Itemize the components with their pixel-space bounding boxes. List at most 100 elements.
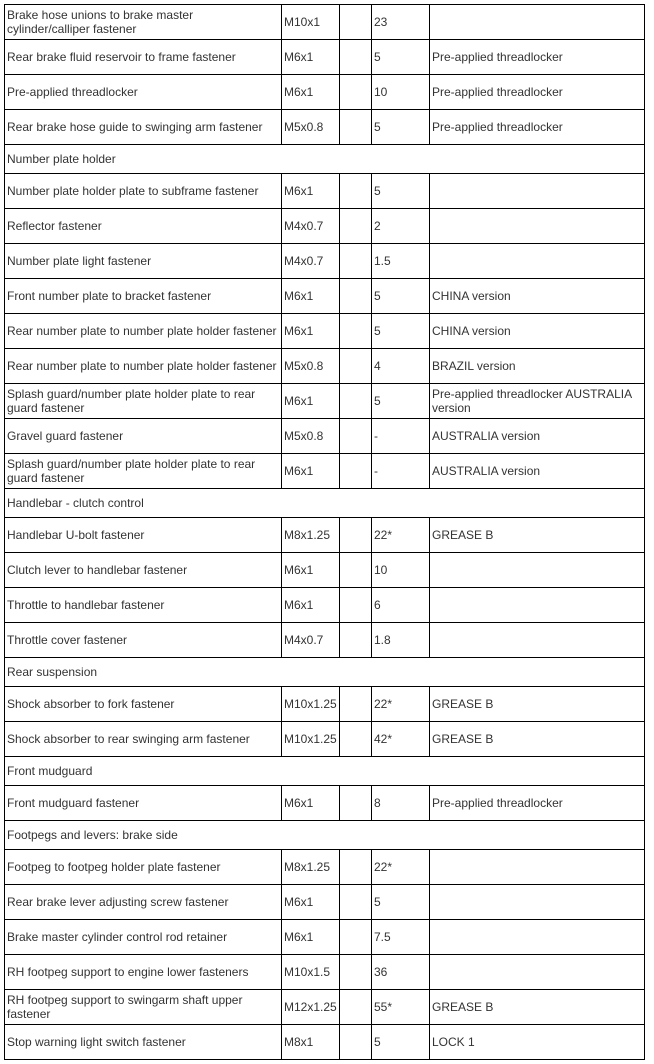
torque-spec-table: Brake hose unions to brake master cylind…: [4, 4, 645, 1060]
notes: GREASE B: [430, 990, 645, 1025]
notes: LOCK 1: [430, 1025, 645, 1060]
qty: [340, 349, 372, 384]
thread-size: M6x1: [282, 75, 340, 110]
qty: [340, 1025, 372, 1060]
notes: [430, 955, 645, 990]
fastener-description: Shock absorber to fork fastener: [5, 687, 282, 722]
notes: [430, 850, 645, 885]
notes: [430, 209, 645, 244]
qty: [340, 588, 372, 623]
table-row: Clutch lever to handlebar fastenerM6x110: [5, 553, 645, 588]
torque-value: 5: [372, 174, 430, 209]
notes: [430, 920, 645, 955]
notes: GREASE B: [430, 687, 645, 722]
torque-value: 5: [372, 110, 430, 145]
thread-size: M10x1.25: [282, 722, 340, 757]
torque-value: 1.8: [372, 623, 430, 658]
qty: [340, 553, 372, 588]
fastener-description: Pre-applied threadlocker: [5, 75, 282, 110]
thread-size: M6x1: [282, 174, 340, 209]
thread-size: M10x1.25: [282, 687, 340, 722]
qty: [340, 5, 372, 40]
notes: CHINA version: [430, 279, 645, 314]
torque-value: 8: [372, 786, 430, 821]
qty: [340, 786, 372, 821]
table-row: Gravel guard fastenerM5x0.8-AUSTRALIA ve…: [5, 419, 645, 454]
torque-value: 22*: [372, 687, 430, 722]
torque-value: 7.5: [372, 920, 430, 955]
qty: [340, 990, 372, 1025]
qty: [340, 850, 372, 885]
notes: CHINA version: [430, 314, 645, 349]
notes: [430, 553, 645, 588]
notes: [430, 623, 645, 658]
thread-size: M4x0.7: [282, 244, 340, 279]
torque-value: 5: [372, 40, 430, 75]
notes: [430, 174, 645, 209]
qty: [340, 454, 372, 489]
qty: [340, 920, 372, 955]
fastener-description: Throttle cover fastener: [5, 623, 282, 658]
qty: [340, 209, 372, 244]
table-row: Rear brake lever adjusting screw fastene…: [5, 885, 645, 920]
fastener-description: Rear brake hose guide to swinging arm fa…: [5, 110, 282, 145]
fastener-description: RH footpeg support to engine lower faste…: [5, 955, 282, 990]
table-row: Pre-applied threadlockerM6x110Pre-applie…: [5, 75, 645, 110]
fastener-description: Stop warning light switch fastener: [5, 1025, 282, 1060]
fastener-description: Brake master cylinder control rod retain…: [5, 920, 282, 955]
thread-size: M5x0.8: [282, 110, 340, 145]
table-row: Stop warning light switch fastenerM8x15L…: [5, 1025, 645, 1060]
torque-value: 55*: [372, 990, 430, 1025]
thread-size: M6x1: [282, 588, 340, 623]
section-label: Footpegs and levers: brake side: [5, 821, 645, 850]
thread-size: M6x1: [282, 384, 340, 419]
torque-value: 22*: [372, 518, 430, 553]
notes: AUSTRALIA version: [430, 419, 645, 454]
table-row: Throttle cover fastenerM4x0.7 1.8: [5, 623, 645, 658]
thread-size: M5x0.8: [282, 349, 340, 384]
torque-value: -: [372, 454, 430, 489]
thread-size: M8x1.25: [282, 518, 340, 553]
section-label: Front mudguard: [5, 757, 645, 786]
table-row: Rear number plate to number plate holder…: [5, 314, 645, 349]
thread-size: M6x1: [282, 314, 340, 349]
thread-size: M6x1: [282, 279, 340, 314]
torque-value: 42*: [372, 722, 430, 757]
thread-size: M4x0.7: [282, 623, 340, 658]
section-header-row: Front mudguard: [5, 757, 645, 786]
notes: Pre-applied threadlocker: [430, 786, 645, 821]
section-header-row: Rear suspension: [5, 658, 645, 687]
torque-value: -: [372, 419, 430, 454]
torque-value: 5: [372, 384, 430, 419]
fastener-description: Brake hose unions to brake master cylind…: [5, 5, 282, 40]
notes: [430, 885, 645, 920]
table-row: Number plate holder plate to subframe fa…: [5, 174, 645, 209]
fastener-description: Front number plate to bracket fastener: [5, 279, 282, 314]
thread-size: M4x0.7: [282, 209, 340, 244]
section-header-row: Handlebar - clutch control: [5, 489, 645, 518]
thread-size: M8x1: [282, 1025, 340, 1060]
section-label: Handlebar - clutch control: [5, 489, 645, 518]
torque-value: 23: [372, 5, 430, 40]
notes: AUSTRALIA version: [430, 454, 645, 489]
notes: [430, 244, 645, 279]
thread-size: M10x1.5: [282, 955, 340, 990]
thread-size: M12x1.25: [282, 990, 340, 1025]
fastener-description: Gravel guard fastener: [5, 419, 282, 454]
fastener-description: Splash guard/number plate holder plate t…: [5, 454, 282, 489]
torque-value: 2: [372, 209, 430, 244]
torque-value: 5: [372, 314, 430, 349]
qty: [340, 244, 372, 279]
table-row: Splash guard/number plate holder plate t…: [5, 384, 645, 419]
torque-value: 22*: [372, 850, 430, 885]
torque-value: 36: [372, 955, 430, 990]
torque-value: 5: [372, 279, 430, 314]
fastener-description: Rear brake lever adjusting screw fastene…: [5, 885, 282, 920]
qty: [340, 419, 372, 454]
notes: [430, 5, 645, 40]
table-row: Shock absorber to rear swinging arm fast…: [5, 722, 645, 757]
table-row: Handlebar U-bolt fastenerM8x1.2522*GREAS…: [5, 518, 645, 553]
table-row: Brake hose unions to brake master cylind…: [5, 5, 645, 40]
thread-size: M6x1: [282, 920, 340, 955]
notes: GREASE B: [430, 518, 645, 553]
